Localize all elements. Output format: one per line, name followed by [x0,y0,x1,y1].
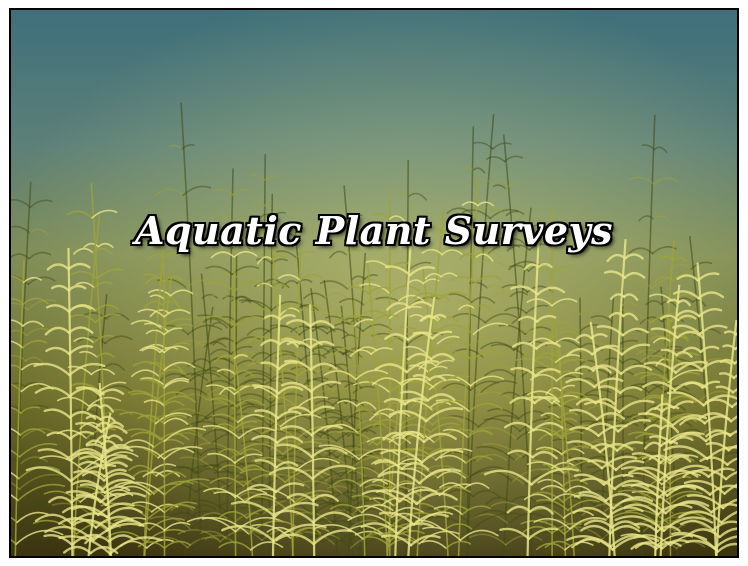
slide-title: Aquatic Plant Surveys [134,208,614,253]
underwater-plants-image [11,10,737,556]
slide-frame: Aquatic Plant Surveys [9,8,739,558]
